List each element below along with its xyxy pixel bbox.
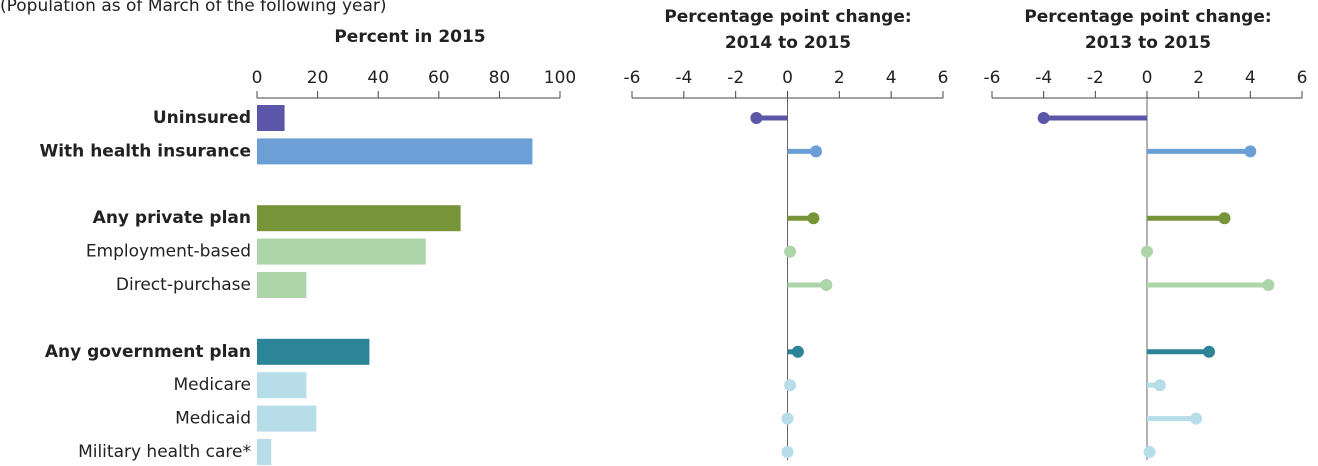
lollipop-dot (1262, 279, 1275, 291)
x-tick-label: -4 (1035, 68, 1052, 88)
panel-title: Percentage point change: 2013 to 2015 (1024, 7, 1272, 53)
lollipop-dot (1218, 212, 1231, 225)
x-tick-label: 4 (886, 68, 897, 88)
category-label: With health insurance (39, 141, 251, 161)
bar (257, 405, 317, 432)
lollipop-dot (781, 412, 794, 425)
lollipop-dot (1153, 379, 1166, 392)
category-label: Uninsured (153, 108, 251, 128)
bar (257, 105, 285, 131)
x-tick-label: 40 (367, 68, 389, 88)
bar (257, 338, 370, 365)
lollipop-dot (807, 212, 820, 225)
x-tick-label: -2 (727, 68, 744, 88)
x-tick-label: 80 (489, 68, 511, 88)
bar (257, 439, 272, 465)
x-tick-label: 0 (782, 68, 793, 88)
x-tick-label: 4 (1245, 68, 1256, 88)
lollipop-dot (1203, 345, 1215, 358)
panel-title: Percentage point change: 2014 to 2015 (664, 7, 912, 53)
bar (257, 205, 461, 232)
category-label: Direct-purchase (116, 275, 251, 295)
x-tick-label: 100 (544, 68, 576, 88)
lollipop-dot (784, 379, 797, 392)
x-tick-label: 20 (307, 68, 329, 88)
x-tick-label: 2 (1193, 68, 1204, 88)
bar (257, 238, 426, 265)
x-tick-label: -4 (675, 68, 692, 88)
category-label: Any government plan (45, 342, 251, 362)
x-tick-label: 6 (1297, 68, 1308, 88)
x-tick-label: -6 (624, 68, 641, 88)
lollipop-dot (791, 345, 804, 358)
lollipop-dot (1190, 412, 1203, 425)
panel-title: Percent in 2015 (334, 27, 486, 47)
x-tick-label: -6 (984, 68, 1001, 88)
lollipop-dot (781, 446, 794, 458)
bar (257, 272, 307, 298)
x-tick-label: -2 (1087, 68, 1104, 88)
category-label: Medicaid (175, 409, 251, 429)
category-label: Employment-based (86, 242, 251, 262)
x-tick-label: 60 (428, 68, 450, 88)
bar (257, 372, 307, 399)
x-tick-label: 2 (834, 68, 845, 88)
lollipop-dot (820, 279, 833, 291)
bar (257, 138, 533, 165)
x-tick-label: 0 (1142, 68, 1153, 88)
x-tick-label: 6 (938, 68, 949, 88)
category-label: Any private plan (93, 208, 251, 228)
lollipop-dot (750, 112, 763, 124)
lollipop-dot (1037, 112, 1050, 124)
category-label: Medicare (174, 375, 251, 395)
lollipop-dot (784, 245, 797, 258)
lollipop-dot (810, 145, 823, 158)
lollipop-dot (1143, 446, 1156, 458)
lollipop-dot (1244, 145, 1257, 158)
x-tick-label: 0 (252, 68, 263, 88)
subtitle: (Population as of March of the following… (0, 0, 387, 16)
lollipop-dot (1141, 245, 1153, 258)
category-label: Military health care* (78, 442, 251, 462)
